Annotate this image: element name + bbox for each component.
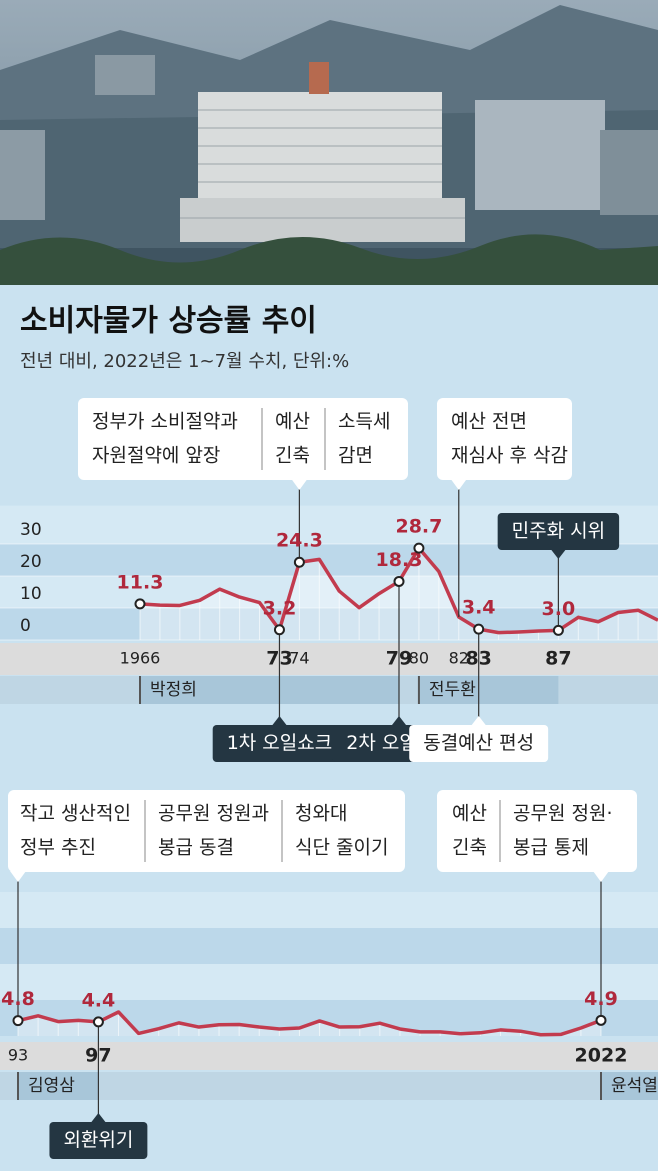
callout-text: 정부 추진 <box>20 837 96 859</box>
callout-text: 청와대 <box>295 803 347 825</box>
header-photo <box>0 0 658 285</box>
stripe <box>0 608 658 640</box>
event-pointer <box>392 716 406 725</box>
callout-pointer <box>593 871 609 882</box>
callout-text: 긴축 <box>275 445 310 467</box>
callout-text: 예산 <box>452 803 487 825</box>
x-tick-label: 2022 <box>575 1045 628 1067</box>
value-label: 4.8 <box>1 988 35 1010</box>
point-marker <box>273 624 285 636</box>
point-marker <box>92 1016 104 1028</box>
event-pointer <box>551 550 566 559</box>
value-label: 18.3 <box>376 549 423 571</box>
value-label: 4.4 <box>82 989 116 1011</box>
point-marker <box>393 575 405 587</box>
callout-pointer <box>10 871 26 882</box>
y-tick-label: 10 <box>20 584 42 604</box>
line <box>17 1010 602 1037</box>
event-label: 동결예산 편성 <box>423 732 534 754</box>
point-marker <box>12 1015 24 1027</box>
chart-title: 소비자물가 상승률 추이 <box>20 304 317 339</box>
era-band <box>0 1072 658 1100</box>
callout-text: 재심사 후 삭감 <box>451 445 568 467</box>
event-label: 1차 오일쇼크 <box>227 732 333 754</box>
value-label: 3.0 <box>542 598 576 620</box>
x-tick-label: 1966 <box>120 649 161 668</box>
event-pointer <box>471 716 486 725</box>
value-label: 3.4 <box>462 597 496 619</box>
callout-box <box>8 790 405 872</box>
y-tick-label: 20 <box>20 552 42 572</box>
stripe <box>0 576 658 608</box>
callout-text: 봉급 동결 <box>158 837 234 859</box>
event-label: 민주화 시위 <box>512 520 605 542</box>
callout-box <box>437 398 572 480</box>
x-tick-label: 74 <box>289 649 309 668</box>
point-marker <box>134 598 146 610</box>
event-box <box>497 513 620 550</box>
x-axis-band <box>0 643 658 675</box>
era-label: 박정희 <box>150 680 197 700</box>
callout-text: 공무원 정원· <box>513 803 612 825</box>
era-segment <box>601 1072 658 1100</box>
callout-text: 봉급 통제 <box>513 837 589 859</box>
chart-subtitle: 전년 대비, 2022년은 1~7월 수치, 단위:% <box>20 351 349 372</box>
point-marker <box>473 623 485 635</box>
point-marker <box>293 556 305 568</box>
area <box>18 1012 601 1036</box>
event-pointer <box>91 1113 106 1122</box>
callout-text: 작고 생산적인 <box>20 803 131 825</box>
era-label: 전두환 <box>429 680 476 700</box>
value-label: 24.3 <box>276 530 323 552</box>
value-label: 3.2 <box>263 597 297 619</box>
era-label: 윤석열 <box>611 1076 658 1096</box>
point-marker <box>413 542 425 554</box>
callout-text: 공무원 정원과 <box>158 803 269 825</box>
event-pointer <box>272 716 287 725</box>
era-label: 김영삼 <box>28 1076 75 1096</box>
event-box <box>49 1122 148 1159</box>
value-label: 11.3 <box>117 571 164 593</box>
era-segment <box>140 676 399 704</box>
y-tick-label: 0 <box>20 616 31 636</box>
x-tick-label: 80 <box>409 649 429 668</box>
x-tick-label: 82 <box>449 649 469 668</box>
x-tick-label: 87 <box>545 648 571 670</box>
point-marker <box>552 624 564 636</box>
callout-pointer <box>450 479 467 490</box>
callout-text: 예산 전면 <box>451 411 527 433</box>
event-label: 외환위기 <box>63 1129 133 1151</box>
x-axis-band <box>0 1042 658 1070</box>
point-marker <box>595 1014 607 1026</box>
callout-text: 감면 <box>338 445 373 467</box>
era-segment <box>18 1072 99 1100</box>
y-tick-label: 30 <box>20 520 42 540</box>
callout-text: 예산 <box>275 411 310 433</box>
callout-text: 정부가 소비절약과 <box>92 411 238 433</box>
era-segment <box>418 676 559 704</box>
callout-box <box>437 790 637 872</box>
event-box <box>212 725 347 762</box>
callout-text: 소득세 <box>338 411 390 433</box>
event-box <box>409 725 549 762</box>
value-label: 4.9 <box>584 988 618 1010</box>
value-label: 28.7 <box>395 516 442 538</box>
callout-text: 식단 줄이기 <box>295 837 388 859</box>
background-stripes <box>0 892 658 1036</box>
x-tick-label: 93 <box>8 1046 28 1065</box>
callout-text: 자원절약에 앞장 <box>92 445 220 467</box>
callout-text: 긴축 <box>452 837 487 859</box>
callout-pointer <box>291 479 308 490</box>
